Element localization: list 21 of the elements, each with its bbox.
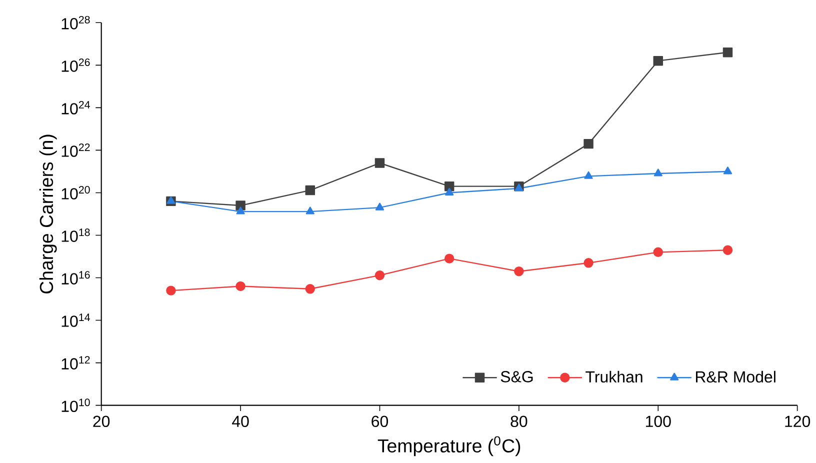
x-tick-label: 100 [646,416,671,428]
y-tick-label: 10$^{24}$ [62,101,90,115]
y-tick-label: 10$^{28}$ [62,16,90,30]
x-tick-label: 80 [510,416,528,428]
x-tick-label: 60 [372,416,388,428]
y-tick-label: 10$^{12}$ [62,356,90,370]
x-tick-label: 120 [785,416,810,428]
y-tick-label: 10$^{22}$ [62,144,90,158]
y-tick-label: 10$^{18}$ [62,228,90,242]
y-tick-label: 10$^{10}$ [62,398,90,412]
legend-label: Trukhan [586,371,642,383]
y-axis-title: Charge Carriers (n) [39,134,57,294]
x-tick-label: 40 [232,416,249,428]
y-tick-label: 10$^{16}$ [62,271,90,285]
legend-label: R&R Model [696,371,776,383]
x-tick-label: 20 [93,416,110,428]
y-tick-label: 10$^{26}$ [62,58,90,72]
y-tick-label: 10$^{20}$ [62,186,90,200]
x-axis-title: Temperature ($^{0}$C) [378,436,520,456]
y-tick-label: 10$^{14}$ [62,314,90,328]
legend-label: S&G [500,371,533,383]
